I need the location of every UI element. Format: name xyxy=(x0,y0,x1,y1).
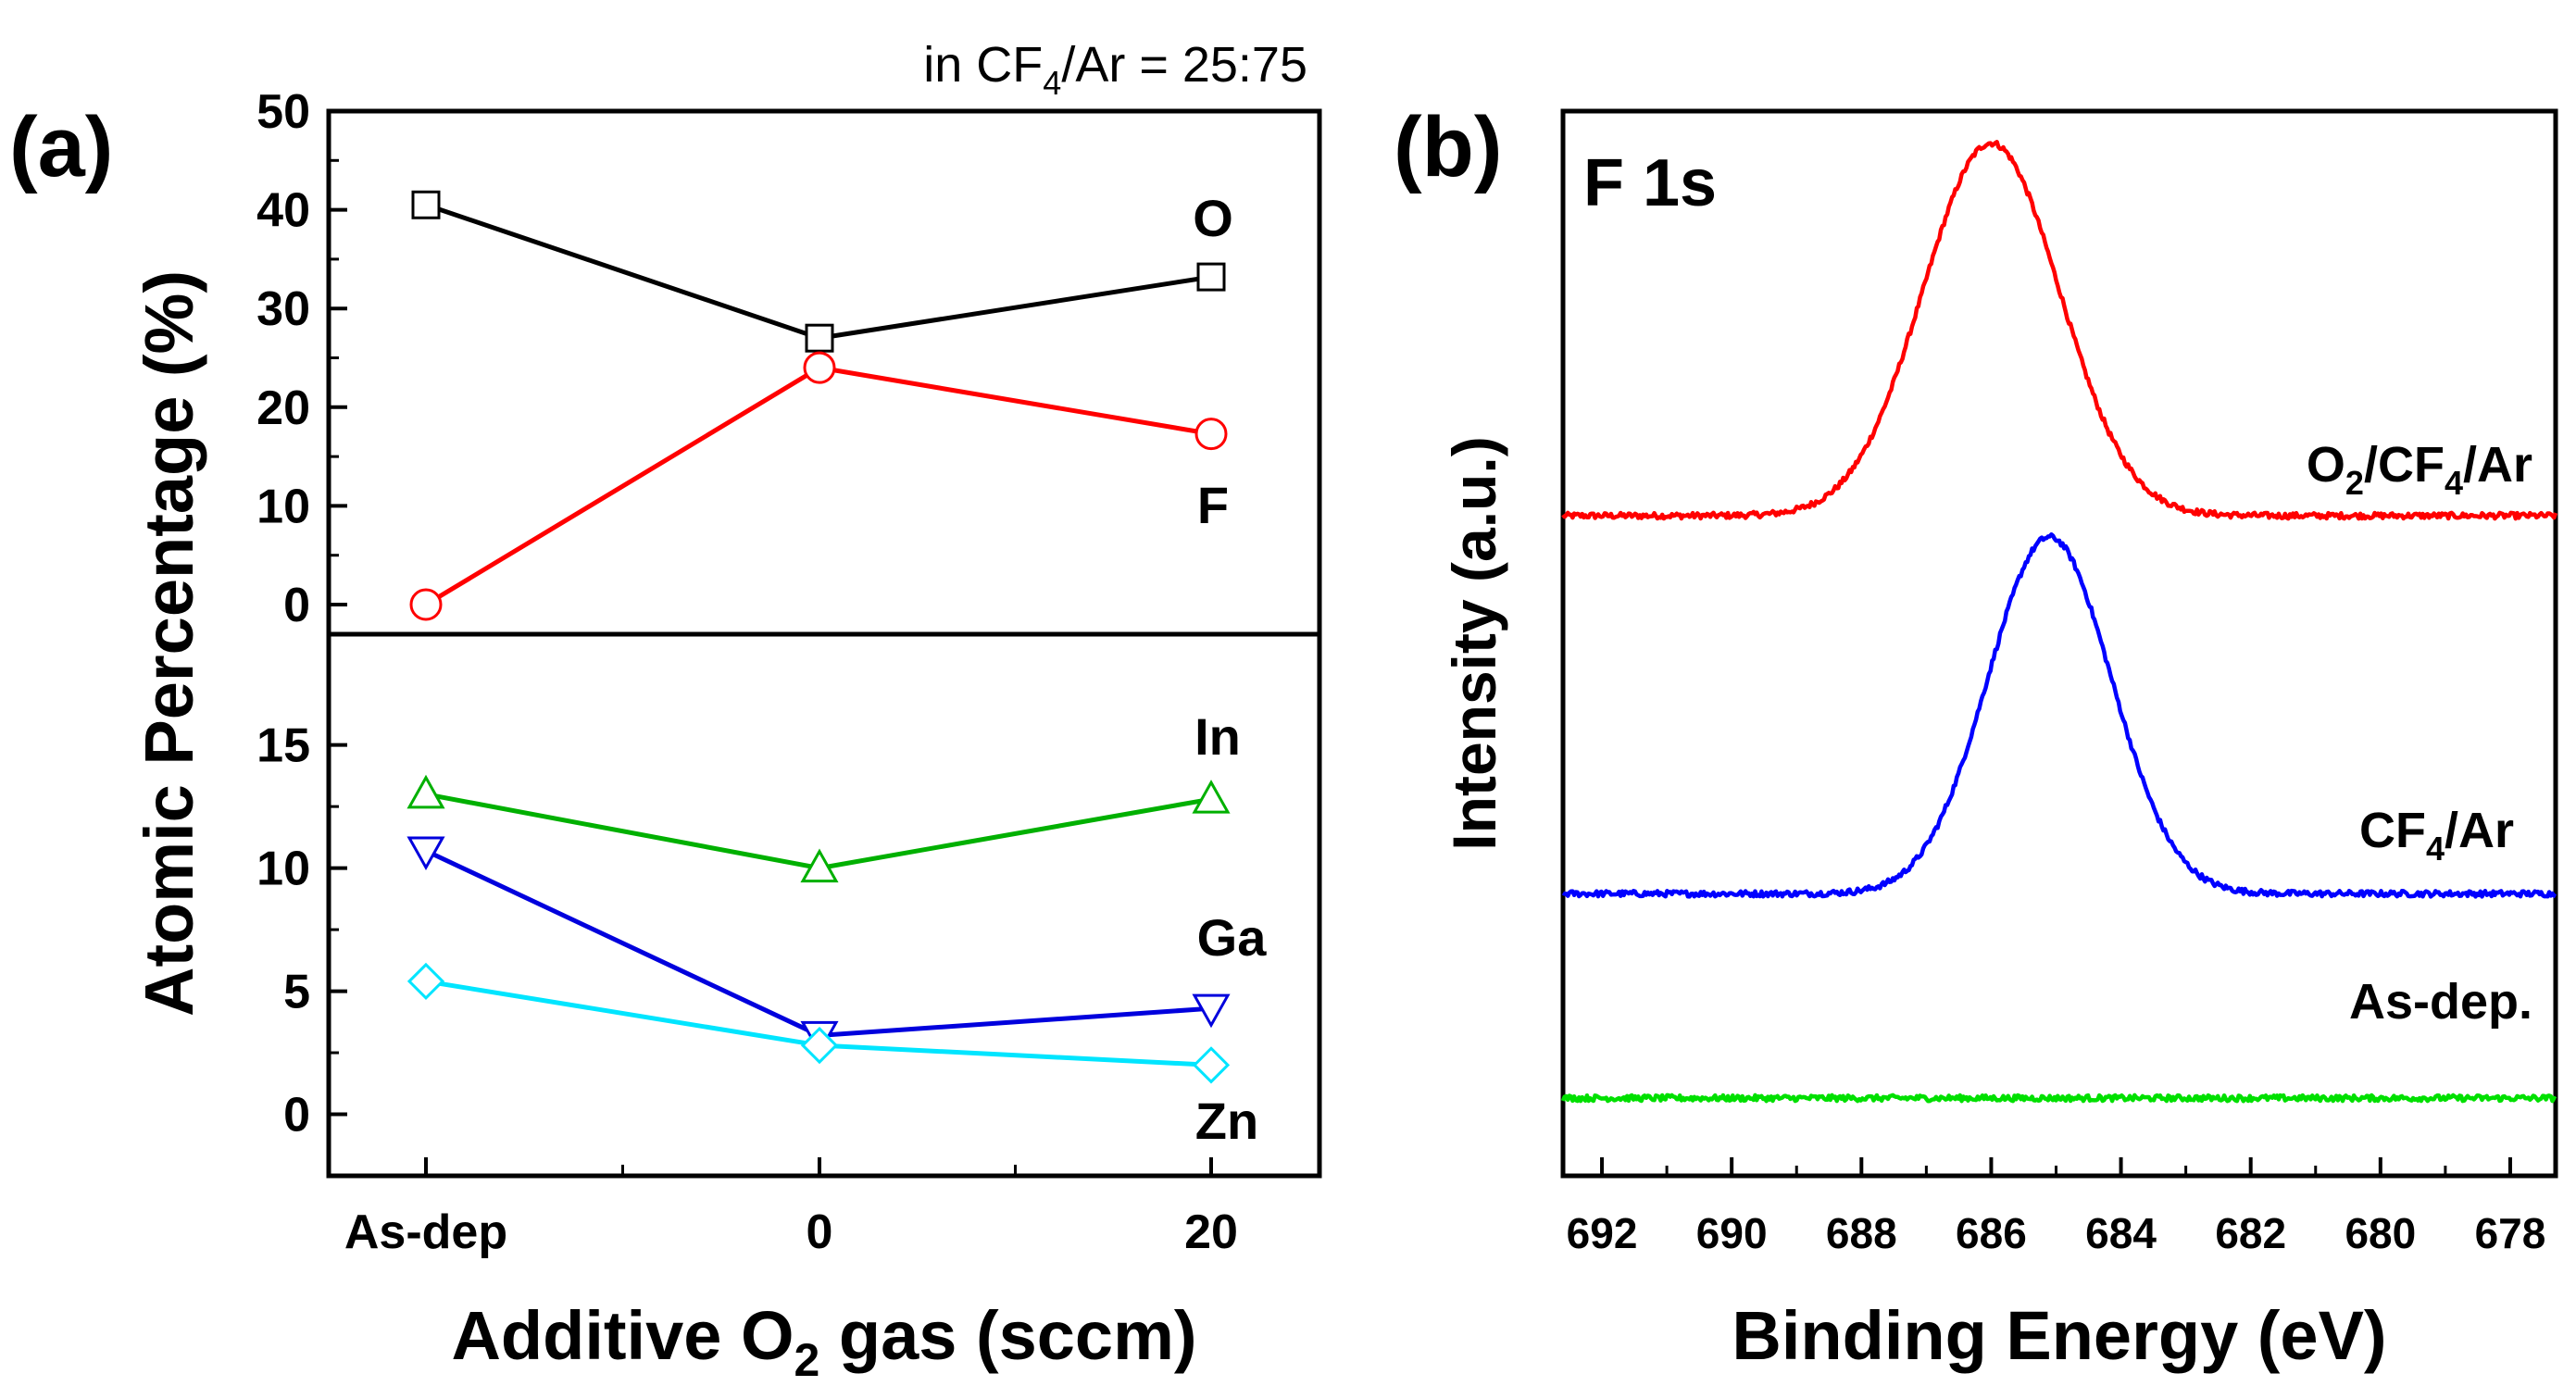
upper-y-tick-label: 10 xyxy=(256,480,310,533)
upper-series xyxy=(409,190,1228,621)
panel-b-plot-frame xyxy=(1560,108,2558,1179)
lower-y-tick-label: 5 xyxy=(283,966,310,1019)
data-point-o xyxy=(411,190,441,219)
data-point-zn xyxy=(800,1026,839,1065)
data-point-zn xyxy=(1192,1046,1231,1084)
panel-a: (a) in CF4/Ar = 25:75 0 10 20 30 40 50 0 5 10 15… xyxy=(9,37,1322,1386)
data-point-in xyxy=(406,774,445,809)
series-label-o: O xyxy=(1193,189,1233,247)
spectrum-label-o2-cf4-ar: O2/CF4/Ar xyxy=(2307,437,2532,502)
b-x-tick-label: 678 xyxy=(2475,1209,2546,1257)
spectrum-o2-cf4-ar xyxy=(1561,140,2558,521)
b-x-tick-label: 686 xyxy=(1956,1209,2027,1257)
x-axis: As-dep 0 20 xyxy=(344,1157,1238,1259)
data-point-f xyxy=(803,351,836,384)
b-x-tick-label: 690 xyxy=(1696,1209,1768,1257)
spectrum-cf4-ar xyxy=(1561,531,2557,899)
upper-y-axis: 0 10 20 30 40 50 xyxy=(256,85,347,632)
data-point-ga xyxy=(1192,993,1231,1029)
data-point-f xyxy=(1194,418,1228,451)
panel-b-label: (b) xyxy=(1394,100,1502,194)
b-x-tick-label: 684 xyxy=(2085,1209,2157,1257)
data-point-in xyxy=(800,848,839,883)
lower-series xyxy=(406,774,1231,1084)
lower-y-axis: 0 5 10 15 xyxy=(256,719,347,1143)
upper-y-tick-label: 20 xyxy=(256,381,310,435)
upper-y-tick-label: 30 xyxy=(256,282,310,336)
panel-b-y-axis-title: Intensity (a.u.) xyxy=(1440,436,1508,850)
b-x-tick-label: 680 xyxy=(2345,1209,2416,1257)
lower-y-tick-label: 0 xyxy=(283,1089,310,1143)
x-tick-label: 0 xyxy=(807,1205,833,1259)
lower-y-tick-label: 10 xyxy=(256,843,310,896)
upper-y-tick-label: 0 xyxy=(283,579,310,632)
panel-b-x-axis: 692 690 688 686 684 682 680 678 xyxy=(1567,1157,2546,1257)
b-x-tick-label: 682 xyxy=(2215,1209,2286,1257)
x-tick-label: 20 xyxy=(1184,1205,1238,1259)
panel-a-y-axis-title: Atomic Percentage (%) xyxy=(131,270,207,1017)
spectrum-as-dep xyxy=(1560,1093,2557,1104)
panel-a-x-axis-title: Additive O2 gas (sccm) xyxy=(451,1297,1196,1386)
data-point-in xyxy=(1192,780,1231,814)
series-line-o xyxy=(425,202,1212,341)
series-line-f xyxy=(424,365,1212,607)
condition-annotation: in CF4/Ar = 25:75 xyxy=(923,37,1307,102)
data-point-zn xyxy=(406,962,445,1001)
b-x-tick-label: 688 xyxy=(1826,1209,1897,1257)
panel-b: (b) F 1s 692 690 688 686 684 682 680 678 O2/CF4… xyxy=(1394,100,2558,1374)
panel-b-title: F 1s xyxy=(1583,146,1717,220)
series-label-in: In xyxy=(1194,707,1241,766)
series-label-ga: Ga xyxy=(1197,908,1268,967)
lower-y-tick-label: 15 xyxy=(256,719,310,773)
b-x-tick-label: 692 xyxy=(1567,1209,1638,1257)
series-label-zn: Zn xyxy=(1195,1092,1258,1150)
spectrum-label-cf4-ar: CF4/Ar xyxy=(2359,803,2514,868)
spectrum-label-as-dep: As-dep. xyxy=(2349,974,2532,1030)
lower-plot-frame xyxy=(326,631,1322,1179)
upper-y-tick-label: 50 xyxy=(256,85,310,139)
upper-y-tick-label: 40 xyxy=(256,184,310,238)
x-tick-label: As-dep xyxy=(344,1205,507,1259)
panel-b-x-axis-title: Binding Energy (eV) xyxy=(1732,1297,2386,1374)
data-point-ga xyxy=(406,836,445,871)
spectra xyxy=(1560,140,2558,1104)
series-label-f: F xyxy=(1197,476,1229,534)
panel-a-label: (a) xyxy=(9,100,113,194)
data-point-o xyxy=(805,323,834,353)
data-point-f xyxy=(409,588,443,621)
data-point-o xyxy=(1196,262,1226,292)
spectra-labels: O2/CF4/Ar CF4/Ar As-dep. xyxy=(2307,437,2532,1030)
